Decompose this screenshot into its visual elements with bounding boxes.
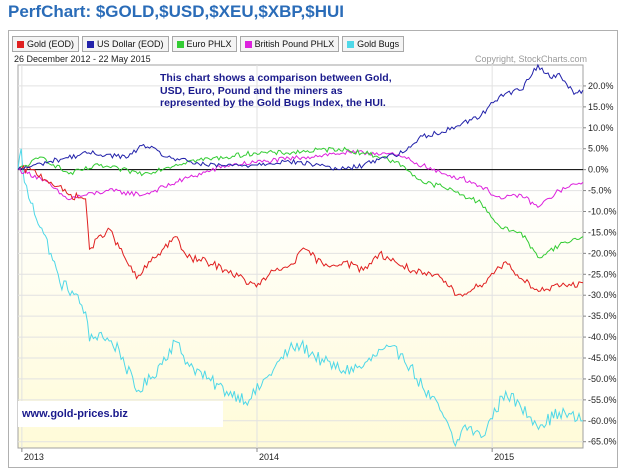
- website-label: www.gold-prices.biz: [18, 401, 223, 427]
- legend-swatch: [347, 40, 355, 48]
- y-axis-ticks: 20.0% 15.0% 10.0% 5.0% 0.0% -5.0% -10.0% -15.0%…: [583, 81, 617, 447]
- y-tick-label: -35.0%: [588, 311, 617, 321]
- legend-swatch: [87, 40, 95, 48]
- legend-swatch: [244, 40, 252, 48]
- legend-item-gold: Gold (EOD): [12, 36, 80, 52]
- legend-label: Euro PHLX: [186, 39, 232, 49]
- chart-annotation: This chart shows a comparison between Go…: [160, 72, 392, 109]
- y-tick-label: -40.0%: [588, 332, 617, 342]
- series-line-gold: [17, 164, 584, 297]
- series-line-usd: [17, 63, 584, 171]
- legend-label: British Pound PHLX: [254, 39, 335, 49]
- x-tick-label: 2013: [24, 452, 44, 462]
- series-line-pound: [17, 149, 584, 208]
- series-line-euro: [17, 146, 584, 259]
- x-tick-label: 2014: [259, 452, 279, 462]
- y-tick-label: -30.0%: [588, 290, 617, 300]
- date-range-label: 26 December 2012 - 22 May 2015: [14, 54, 151, 64]
- y-tick-label: 10.0%: [588, 123, 614, 133]
- legend-item-hui: Gold Bugs: [342, 36, 405, 52]
- x-axis-ticks: 2013 2014 2015: [21, 448, 514, 462]
- y-tick-label: -5.0%: [588, 186, 612, 196]
- y-tick-label: -65.0%: [588, 437, 617, 447]
- y-tick-label: -45.0%: [588, 353, 617, 363]
- page-title: PerfChart: $GOLD,$USD,$XEU,$XBP,$HUI: [8, 2, 345, 21]
- y-tick-label: -15.0%: [588, 227, 617, 237]
- legend-label: Gold (EOD): [27, 39, 75, 49]
- legend-swatch: [176, 40, 184, 48]
- y-tick-label: 0.0%: [588, 165, 609, 175]
- legend-item-usd: US Dollar (EOD): [82, 36, 169, 52]
- y-tick-label: -20.0%: [588, 248, 617, 258]
- series-lines: [17, 63, 584, 448]
- y-tick-label: -55.0%: [588, 395, 617, 405]
- y-tick-label: 20.0%: [588, 81, 614, 91]
- y-tick-label: -25.0%: [588, 269, 617, 279]
- copyright-label: Copyright, StockCharts.com: [474, 54, 587, 64]
- legend: Gold (EOD) US Dollar (EOD) Euro PHLX Britis…: [12, 36, 405, 52]
- y-tick-label: -50.0%: [588, 374, 617, 384]
- legend-label: Gold Bugs: [357, 39, 400, 49]
- y-tick-label: -60.0%: [588, 416, 617, 426]
- y-tick-label: 5.0%: [588, 144, 609, 154]
- y-tick-label: -10.0%: [588, 207, 617, 217]
- legend-item-euro: Euro PHLX: [171, 36, 237, 52]
- plot-area: [17, 64, 584, 449]
- y-tick-label: 15.0%: [588, 102, 614, 112]
- legend-label: US Dollar (EOD): [97, 39, 164, 49]
- legend-item-pound: British Pound PHLX: [239, 36, 340, 52]
- legend-swatch: [17, 40, 24, 48]
- x-tick-label: 2015: [494, 452, 514, 462]
- series-line-hui: [17, 148, 584, 448]
